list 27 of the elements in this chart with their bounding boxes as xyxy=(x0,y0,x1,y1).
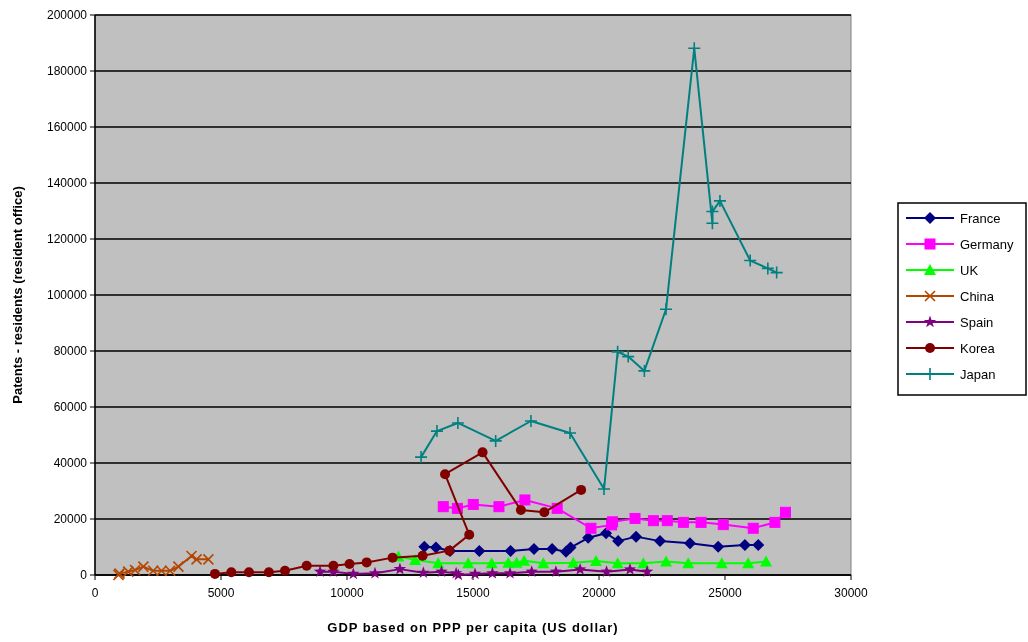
y-tick-label: 60000 xyxy=(53,400,88,414)
x-tick-label: 15000 xyxy=(456,586,491,600)
y-tick-label: 80000 xyxy=(53,344,88,358)
legend-label: Spain xyxy=(960,315,994,330)
x-tick-label: 5000 xyxy=(207,586,235,600)
y-tick-label: 160000 xyxy=(46,120,88,134)
y-tick-label: 200000 xyxy=(46,8,88,22)
legend-label: Japan xyxy=(960,367,996,382)
x-tick-label: 10000 xyxy=(330,586,365,600)
x-tick-label: 20000 xyxy=(582,586,617,600)
x-tick-label: 30000 xyxy=(834,586,869,600)
y-tick-label: 0 xyxy=(80,568,88,582)
y-tick-label: 140000 xyxy=(46,176,88,190)
y-tick-label: 120000 xyxy=(46,232,88,246)
x-axis-title: GDP based on PPP per capita (US dollar) xyxy=(327,620,619,635)
legend-label: UK xyxy=(960,263,979,278)
y-tick-label: 40000 xyxy=(53,456,88,470)
x-tick-label: 25000 xyxy=(708,586,743,600)
legend-label: Korea xyxy=(960,341,996,356)
y-tick-label: 180000 xyxy=(46,64,88,78)
y-tick-label: 20000 xyxy=(53,512,88,526)
y-axis-title: Patents - residents (resident office) xyxy=(10,186,25,404)
legend-label: China xyxy=(960,289,995,304)
x-tick-label: 0 xyxy=(91,586,99,600)
y-tick-label: 100000 xyxy=(46,288,88,302)
legend-label: Germany xyxy=(960,237,1014,252)
legend-label: France xyxy=(960,211,1001,226)
